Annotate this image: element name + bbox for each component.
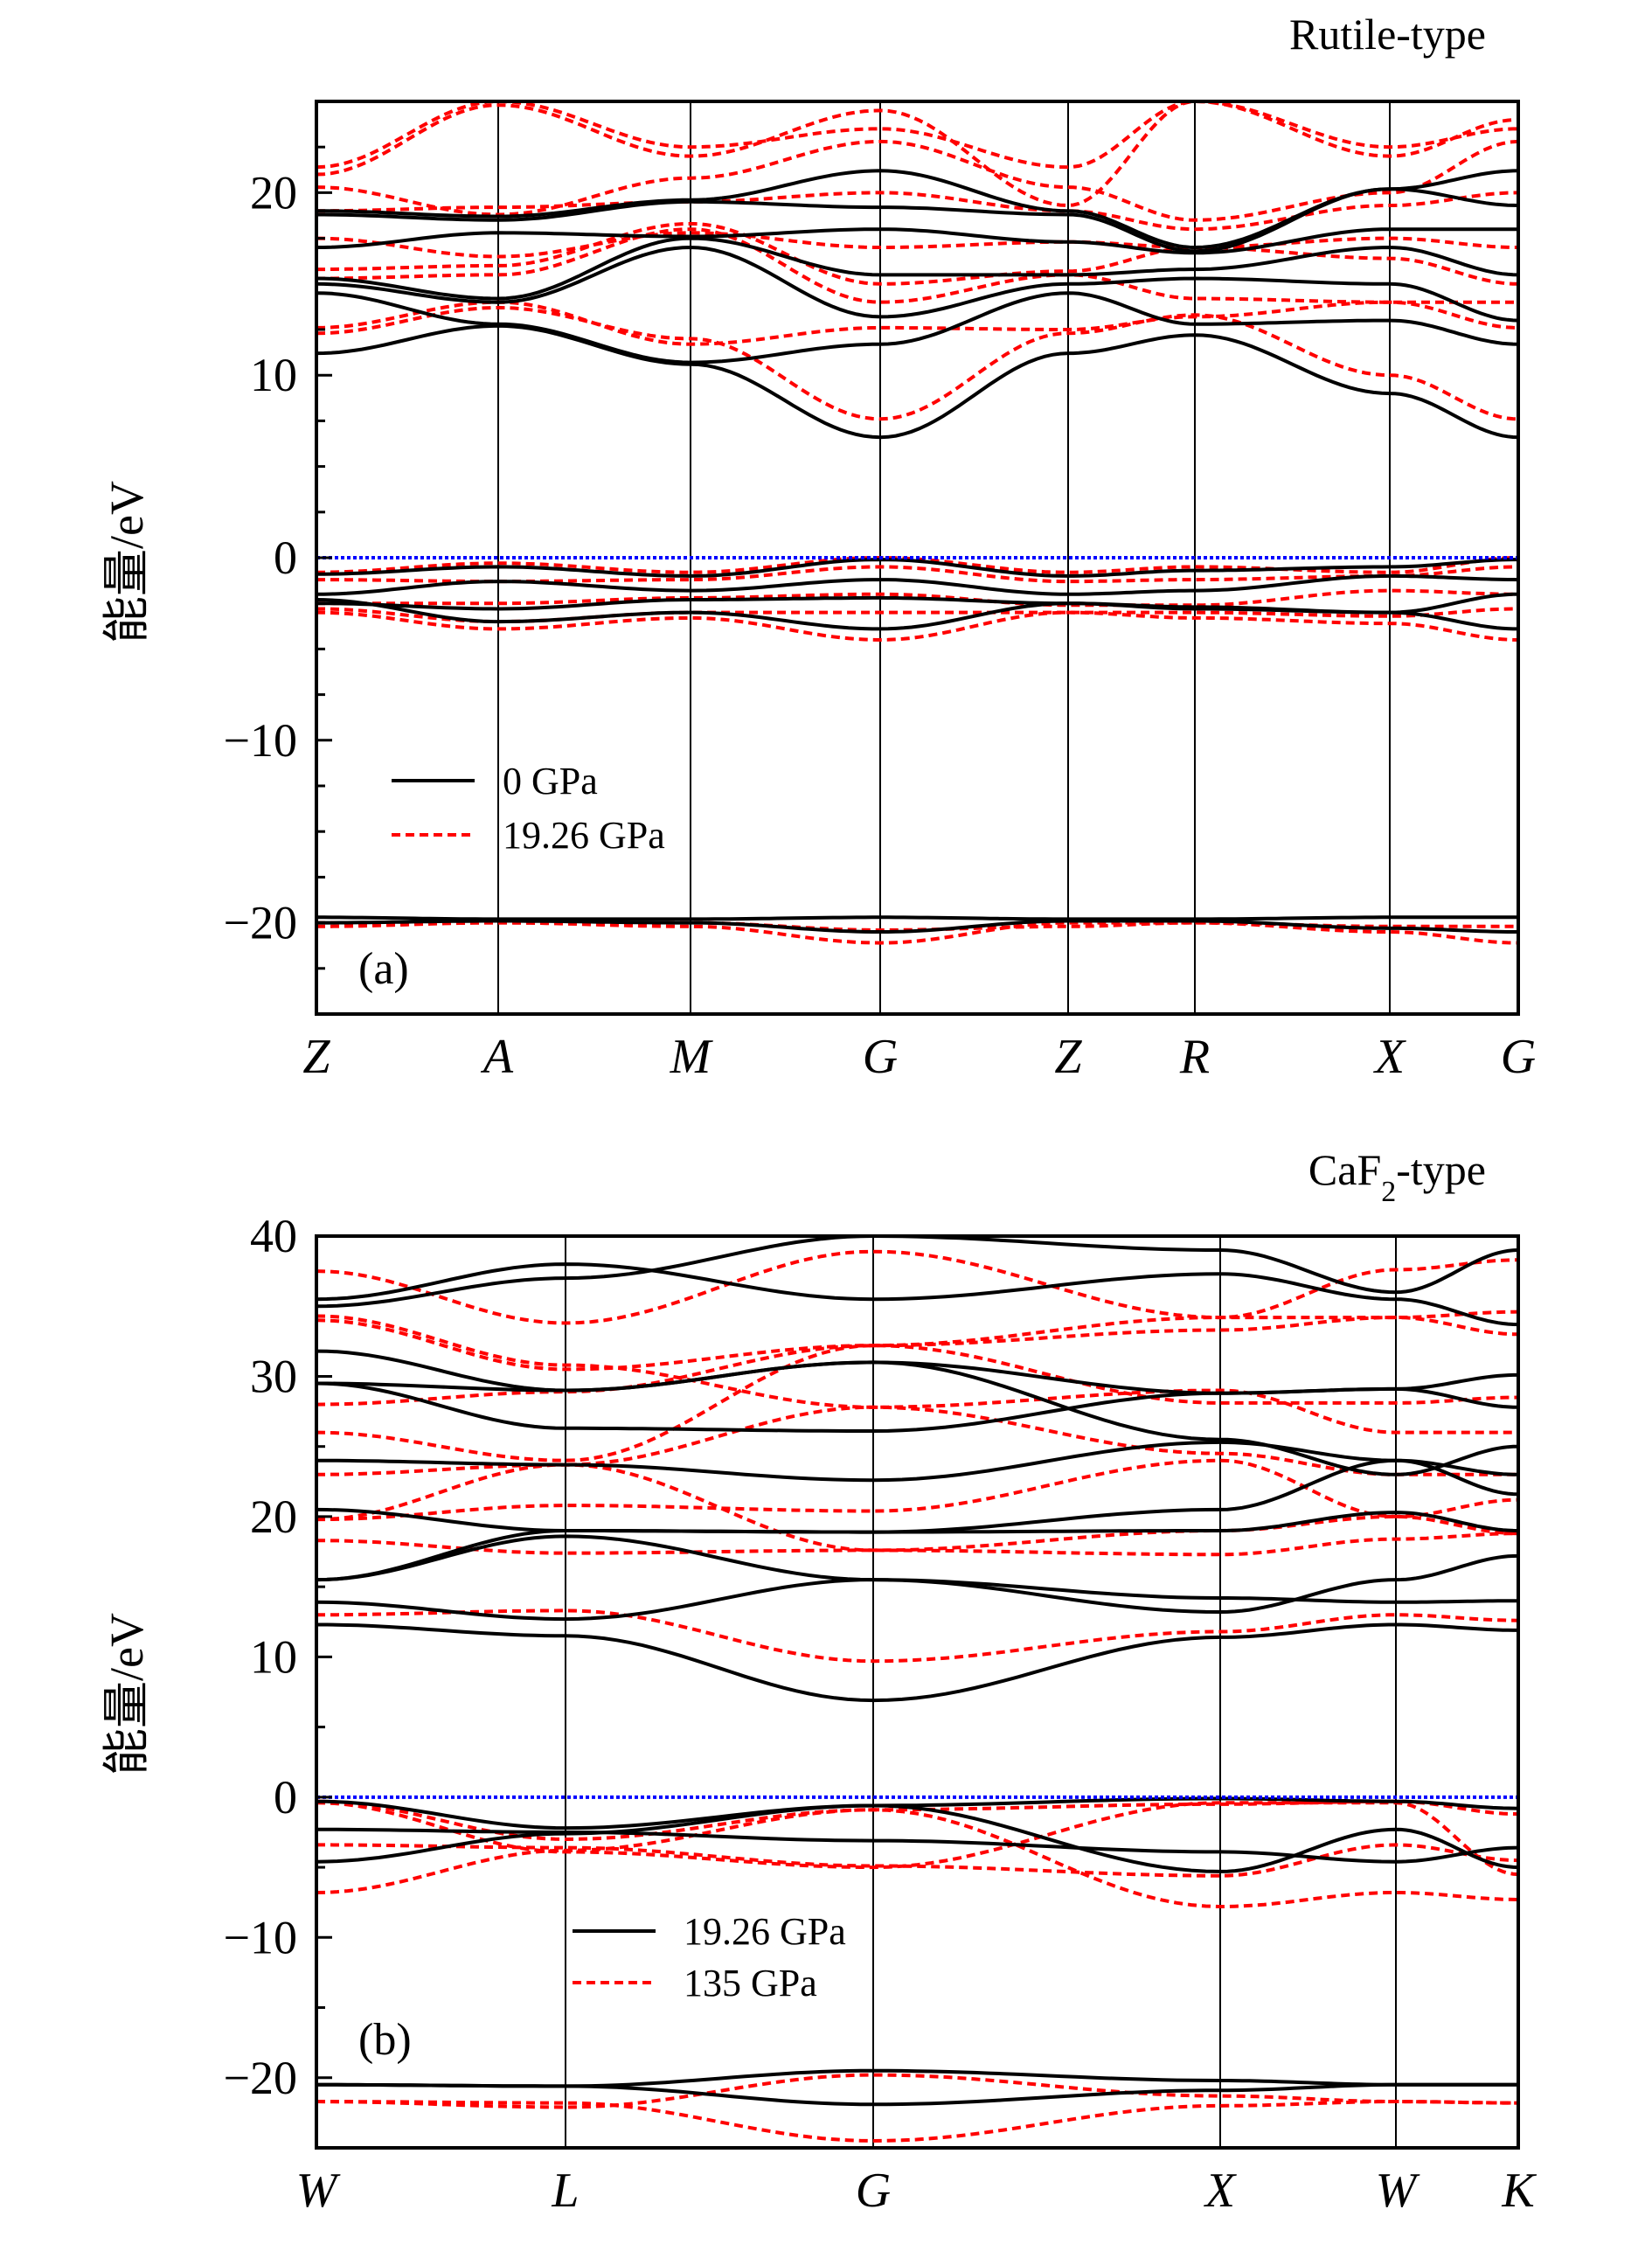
legend-label: 135 GPa	[684, 1962, 817, 2004]
y-tick-label: −20	[224, 897, 297, 949]
y-tick-label: 40	[250, 1210, 297, 1262]
band-line-19-26-GPa-4	[316, 231, 1518, 259]
band-line-19-26-GPa-4	[316, 1458, 1518, 1534]
band-line-19-26-GPa-14	[316, 2068, 1518, 2088]
band-line-19-26-GPa-11	[316, 1796, 1518, 1831]
band-line-135-GPa-0	[316, 1608, 1518, 1664]
band-line-135-GPa-3	[316, 1462, 1518, 1553]
x-tick-label-L: L	[551, 2164, 579, 2218]
panel-a: −20 −10 0 10 20 Z A M G Z R X G 能量/eV Rutile-type (a) 0 …	[101, 10, 1536, 1084]
band-line-135-GPa-12	[316, 1808, 1518, 1909]
band-line-19-26-GPa-9	[316, 555, 1518, 574]
band-line-135-GPa-5	[316, 1344, 1518, 1462]
band-line-135-GPa-15	[316, 2099, 1518, 2143]
y-tick-label: 0	[274, 531, 297, 584]
band-line-135-GPa-8	[316, 1249, 1518, 1325]
x-tick-label-W: W	[296, 2164, 341, 2218]
band-line-19-26-GPa-15	[316, 2082, 1518, 2107]
title-subscript: 2	[1381, 1176, 1396, 1208]
y-tick-label: 30	[250, 1350, 297, 1402]
band-line-0-GPa-11	[316, 915, 1518, 921]
y-axis-label: 能量/eV	[101, 481, 153, 643]
band-line-0-GPa-1	[316, 291, 1518, 365]
band-line-0-GPa-2	[316, 245, 1518, 323]
band-line-0-GPa-12	[316, 919, 1518, 934]
band-line-0-GPa-4	[316, 227, 1518, 255]
band-line-19-26-GPa-12	[316, 1827, 1518, 1864]
x-tick-label-G: G	[1501, 1030, 1536, 1084]
band-line-19-26-GPa-5	[316, 191, 1518, 232]
band-line-0-GPa-6	[316, 169, 1518, 250]
band-line-135-GPa-9	[316, 1314, 1518, 1435]
band-line-19-26-GPa-12	[316, 610, 1518, 643]
x-tick-label-G: G	[863, 1030, 898, 1084]
band-line-19-26-GPa-2	[316, 1534, 1518, 1615]
band-line-0-GPa-8	[316, 573, 1518, 596]
x-tick-label-K: K	[1501, 2164, 1537, 2218]
band-line-135-GPa-11	[316, 1843, 1518, 1878]
band-line-19-26-GPa-1	[316, 1578, 1518, 1622]
x-tick-label-W: W	[1376, 2164, 1420, 2218]
band-line-19-26-GPa-0	[316, 305, 1518, 421]
band-line-19-26-GPa-9	[316, 1262, 1518, 1327]
y-tick-label: −20	[224, 2052, 297, 2104]
y-axis-label: 能量/eV	[101, 1613, 153, 1775]
band-line-135-GPa-14	[316, 2073, 1518, 2109]
legend-label: 0 GPa	[503, 760, 598, 802]
band-line-19-26-GPa-8	[316, 101, 1518, 208]
band-line-19-26-GPa-10	[316, 1236, 1518, 1309]
x-tick-label-G: G	[856, 2164, 891, 2218]
plot-area	[316, 101, 1518, 1014]
band-line-135-GPa-13	[316, 1801, 1518, 1877]
panel-label: (b)	[358, 2015, 412, 2065]
band-line-19-26-GPa-6	[316, 1372, 1518, 1433]
x-tick-label-A: A	[480, 1030, 514, 1084]
band-line-19-26-GPa-7	[316, 1360, 1518, 1409]
band-line-19-26-GPa-0	[316, 1622, 1518, 1703]
panel-title: Rutile-type	[1289, 10, 1486, 59]
band-line-135-GPa-7	[316, 1310, 1518, 1372]
band-line-19-26-GPa-5	[316, 1440, 1518, 1483]
x-tick-label-R: R	[1179, 1030, 1210, 1084]
y-tick-label: 0	[274, 1771, 297, 1824]
x-tick-label-Z: Z	[1054, 1030, 1082, 1084]
band-line-0-GPa-7	[316, 558, 1518, 578]
y-tick-label: −10	[224, 1911, 297, 1963]
y-tick-label: 20	[250, 166, 297, 219]
x-tick-label-X: X	[1204, 2164, 1238, 2218]
plot-frame	[315, 1234, 1520, 2150]
band-line-0-GPa-10	[316, 598, 1518, 631]
x-tick-label-M: M	[670, 1030, 714, 1084]
band-line-19-26-GPa-3	[316, 221, 1518, 286]
band-line-19-26-GPa-13	[316, 1803, 1518, 1873]
band-line-135-GPa-4	[316, 1405, 1518, 1476]
legend-label: 19.26 GPa	[503, 814, 665, 857]
x-tick-label-X: X	[1373, 1030, 1407, 1084]
band-line-19-26-GPa-2	[316, 227, 1518, 304]
panel-b: −20 −10 0 10 20 30 40 W L G X W K 能量/eV CaF2-type (b) 19…	[101, 1145, 1537, 2218]
band-line-0-GPa-9	[316, 592, 1518, 615]
band-line-135-GPa-2	[316, 1458, 1518, 1522]
y-tick-label: 10	[250, 1630, 297, 1683]
band-line-0-GPa-3	[316, 236, 1518, 301]
title-suffix: -type	[1396, 1145, 1486, 1194]
band-line-135-GPa-1	[316, 1532, 1518, 1557]
band-line-19-26-GPa-7	[316, 101, 1518, 170]
y-tick-label: 10	[250, 349, 297, 401]
panel-title: CaF2-type	[1308, 1145, 1486, 1208]
y-tick-label: −10	[224, 714, 297, 767]
y-tick-label: 20	[250, 1490, 297, 1543]
band-line-19-26-GPa-8	[316, 1349, 1518, 1476]
band-line-19-26-GPa-3	[316, 1511, 1518, 1582]
panel-label: (a)	[358, 944, 409, 994]
x-tick-label-Z: Z	[302, 1030, 330, 1084]
legend-label: 19.26 GPa	[684, 1910, 846, 1953]
band-line-0-GPa-0	[316, 323, 1518, 440]
plot-area	[316, 1236, 1518, 2148]
